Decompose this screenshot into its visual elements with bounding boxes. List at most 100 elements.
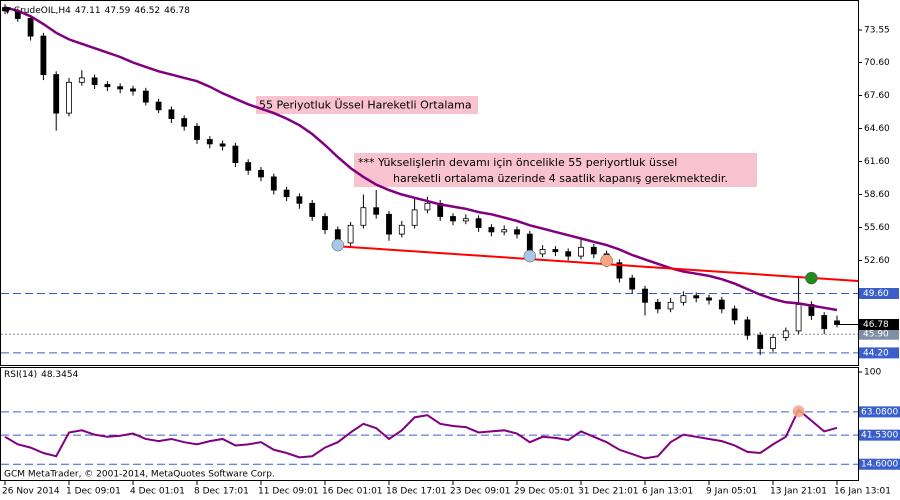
candle-body <box>104 84 111 88</box>
last-price-label: 46.78 <box>863 320 889 330</box>
y-tick-label: 41.5300 <box>861 431 898 441</box>
candle-body <box>258 169 264 178</box>
candle-body <box>411 209 418 226</box>
marker <box>523 249 537 263</box>
candle-body <box>821 315 828 330</box>
candle-body <box>475 218 482 228</box>
level-label: 44.20 <box>863 348 889 358</box>
rsi-line <box>4 408 838 460</box>
rsi-header: RSI(14) 48.3454 <box>4 370 79 380</box>
candle-body <box>66 81 72 114</box>
level-label: 49.60 <box>863 289 889 299</box>
x-tick-label: 11 Dec 09:01 <box>258 487 319 497</box>
marker <box>805 271 818 285</box>
header-arrow: ▼ <box>4 6 14 16</box>
rsi-panel <box>0 367 859 481</box>
candle-body <box>629 277 636 290</box>
x-tick-label: 29 Dec 05:01 <box>514 487 575 497</box>
ma-label-box <box>256 96 478 114</box>
x-tick-label: 18 Dec 17:01 <box>386 487 447 497</box>
y-tick-label: 100 <box>864 368 881 378</box>
candle-body <box>245 162 252 171</box>
candle-body <box>770 337 776 349</box>
level-label-box <box>859 328 899 340</box>
rsi-level-box <box>859 429 900 441</box>
annotation-line: *** Yükselişlerin devamı için öncelikle … <box>358 156 677 169</box>
candle-body <box>450 216 456 222</box>
x-tick-label: 6 Jan 13:01 <box>642 487 693 497</box>
marker <box>600 254 613 267</box>
candle-body <box>616 262 623 279</box>
candle-body <box>706 297 712 301</box>
candle-body <box>322 216 328 231</box>
y-tick-label: 61.60 <box>864 157 890 167</box>
marker <box>331 238 345 252</box>
level-label-box <box>859 347 899 359</box>
candle-body <box>488 227 495 233</box>
candle-body <box>654 301 661 310</box>
rsi-value: 48.3454 <box>41 370 78 380</box>
candle-body <box>693 295 700 299</box>
main-panel <box>0 0 859 366</box>
y-tick-label: 58.60 <box>864 190 890 200</box>
x-tick-label: 8 Dec 17:01 <box>194 487 249 497</box>
candle-body <box>373 207 380 215</box>
candle-body <box>757 334 764 349</box>
x-tick-label: 26 Nov 2014 <box>2 487 60 497</box>
candle-body <box>309 202 316 217</box>
candle-body <box>386 213 392 235</box>
x-tick-label: 16 Jan 13:01 <box>834 487 891 497</box>
candle-body <box>578 246 584 257</box>
header-high: 47.59 <box>105 6 131 16</box>
y-tick-label: 73.55 <box>864 26 890 36</box>
candle-body <box>667 301 674 310</box>
x-tick-label: 16 Dec 01:01 <box>322 487 383 497</box>
candle-body <box>552 249 559 253</box>
candle-body <box>347 224 354 244</box>
candle-body <box>40 35 47 75</box>
candle-body <box>782 330 789 338</box>
header-open: 47.11 <box>75 6 101 16</box>
y-tick-label: 63.0800 <box>861 407 898 417</box>
candle-body <box>834 320 840 325</box>
x-tick-label: 1 Dec 09:01 <box>66 487 121 497</box>
marker <box>792 405 805 418</box>
ma-label: 55 Periyotluk Üssel Hareketli Ortalama <box>259 99 472 112</box>
candle-body <box>424 202 431 211</box>
candle-body <box>117 86 124 90</box>
candle-body <box>795 304 802 332</box>
copyright: GCM MetaTrader, © 2001-2014, MetaQuotes … <box>4 470 275 480</box>
candle-body <box>53 74 60 114</box>
candle-body <box>168 109 175 120</box>
candle-body <box>283 189 290 198</box>
candle-body <box>78 77 85 83</box>
candle-body <box>718 299 725 310</box>
moving-average <box>4 6 838 312</box>
header-low: 46.52 <box>134 6 160 16</box>
candle-body <box>181 118 188 127</box>
y-tick-label: 52.60 <box>864 256 890 266</box>
y-tick-label: 14.6000 <box>861 460 898 470</box>
candle-body <box>130 88 136 92</box>
trendline <box>337 245 859 283</box>
symbol: CrudeOIL,H4 <box>14 6 71 16</box>
candle-body <box>27 18 34 37</box>
candle-body <box>91 77 98 85</box>
level-label: 45.90 <box>863 330 889 340</box>
candle-body <box>155 101 162 111</box>
candle-body <box>232 145 239 164</box>
candle-body <box>360 207 367 226</box>
candle-body <box>744 319 751 336</box>
candle-body <box>206 139 213 145</box>
candle-body <box>539 249 546 255</box>
candle-body <box>194 125 200 140</box>
y-tick-label: 67.60 <box>864 91 890 101</box>
y-tick-label: 55.60 <box>864 223 890 233</box>
candle-body <box>270 176 277 191</box>
level-label-box <box>859 288 899 299</box>
annotation-line: hareketli ortalama üzerinde 4 saatlik ka… <box>393 172 728 185</box>
candle-body <box>219 143 226 147</box>
candle-body <box>731 308 738 321</box>
